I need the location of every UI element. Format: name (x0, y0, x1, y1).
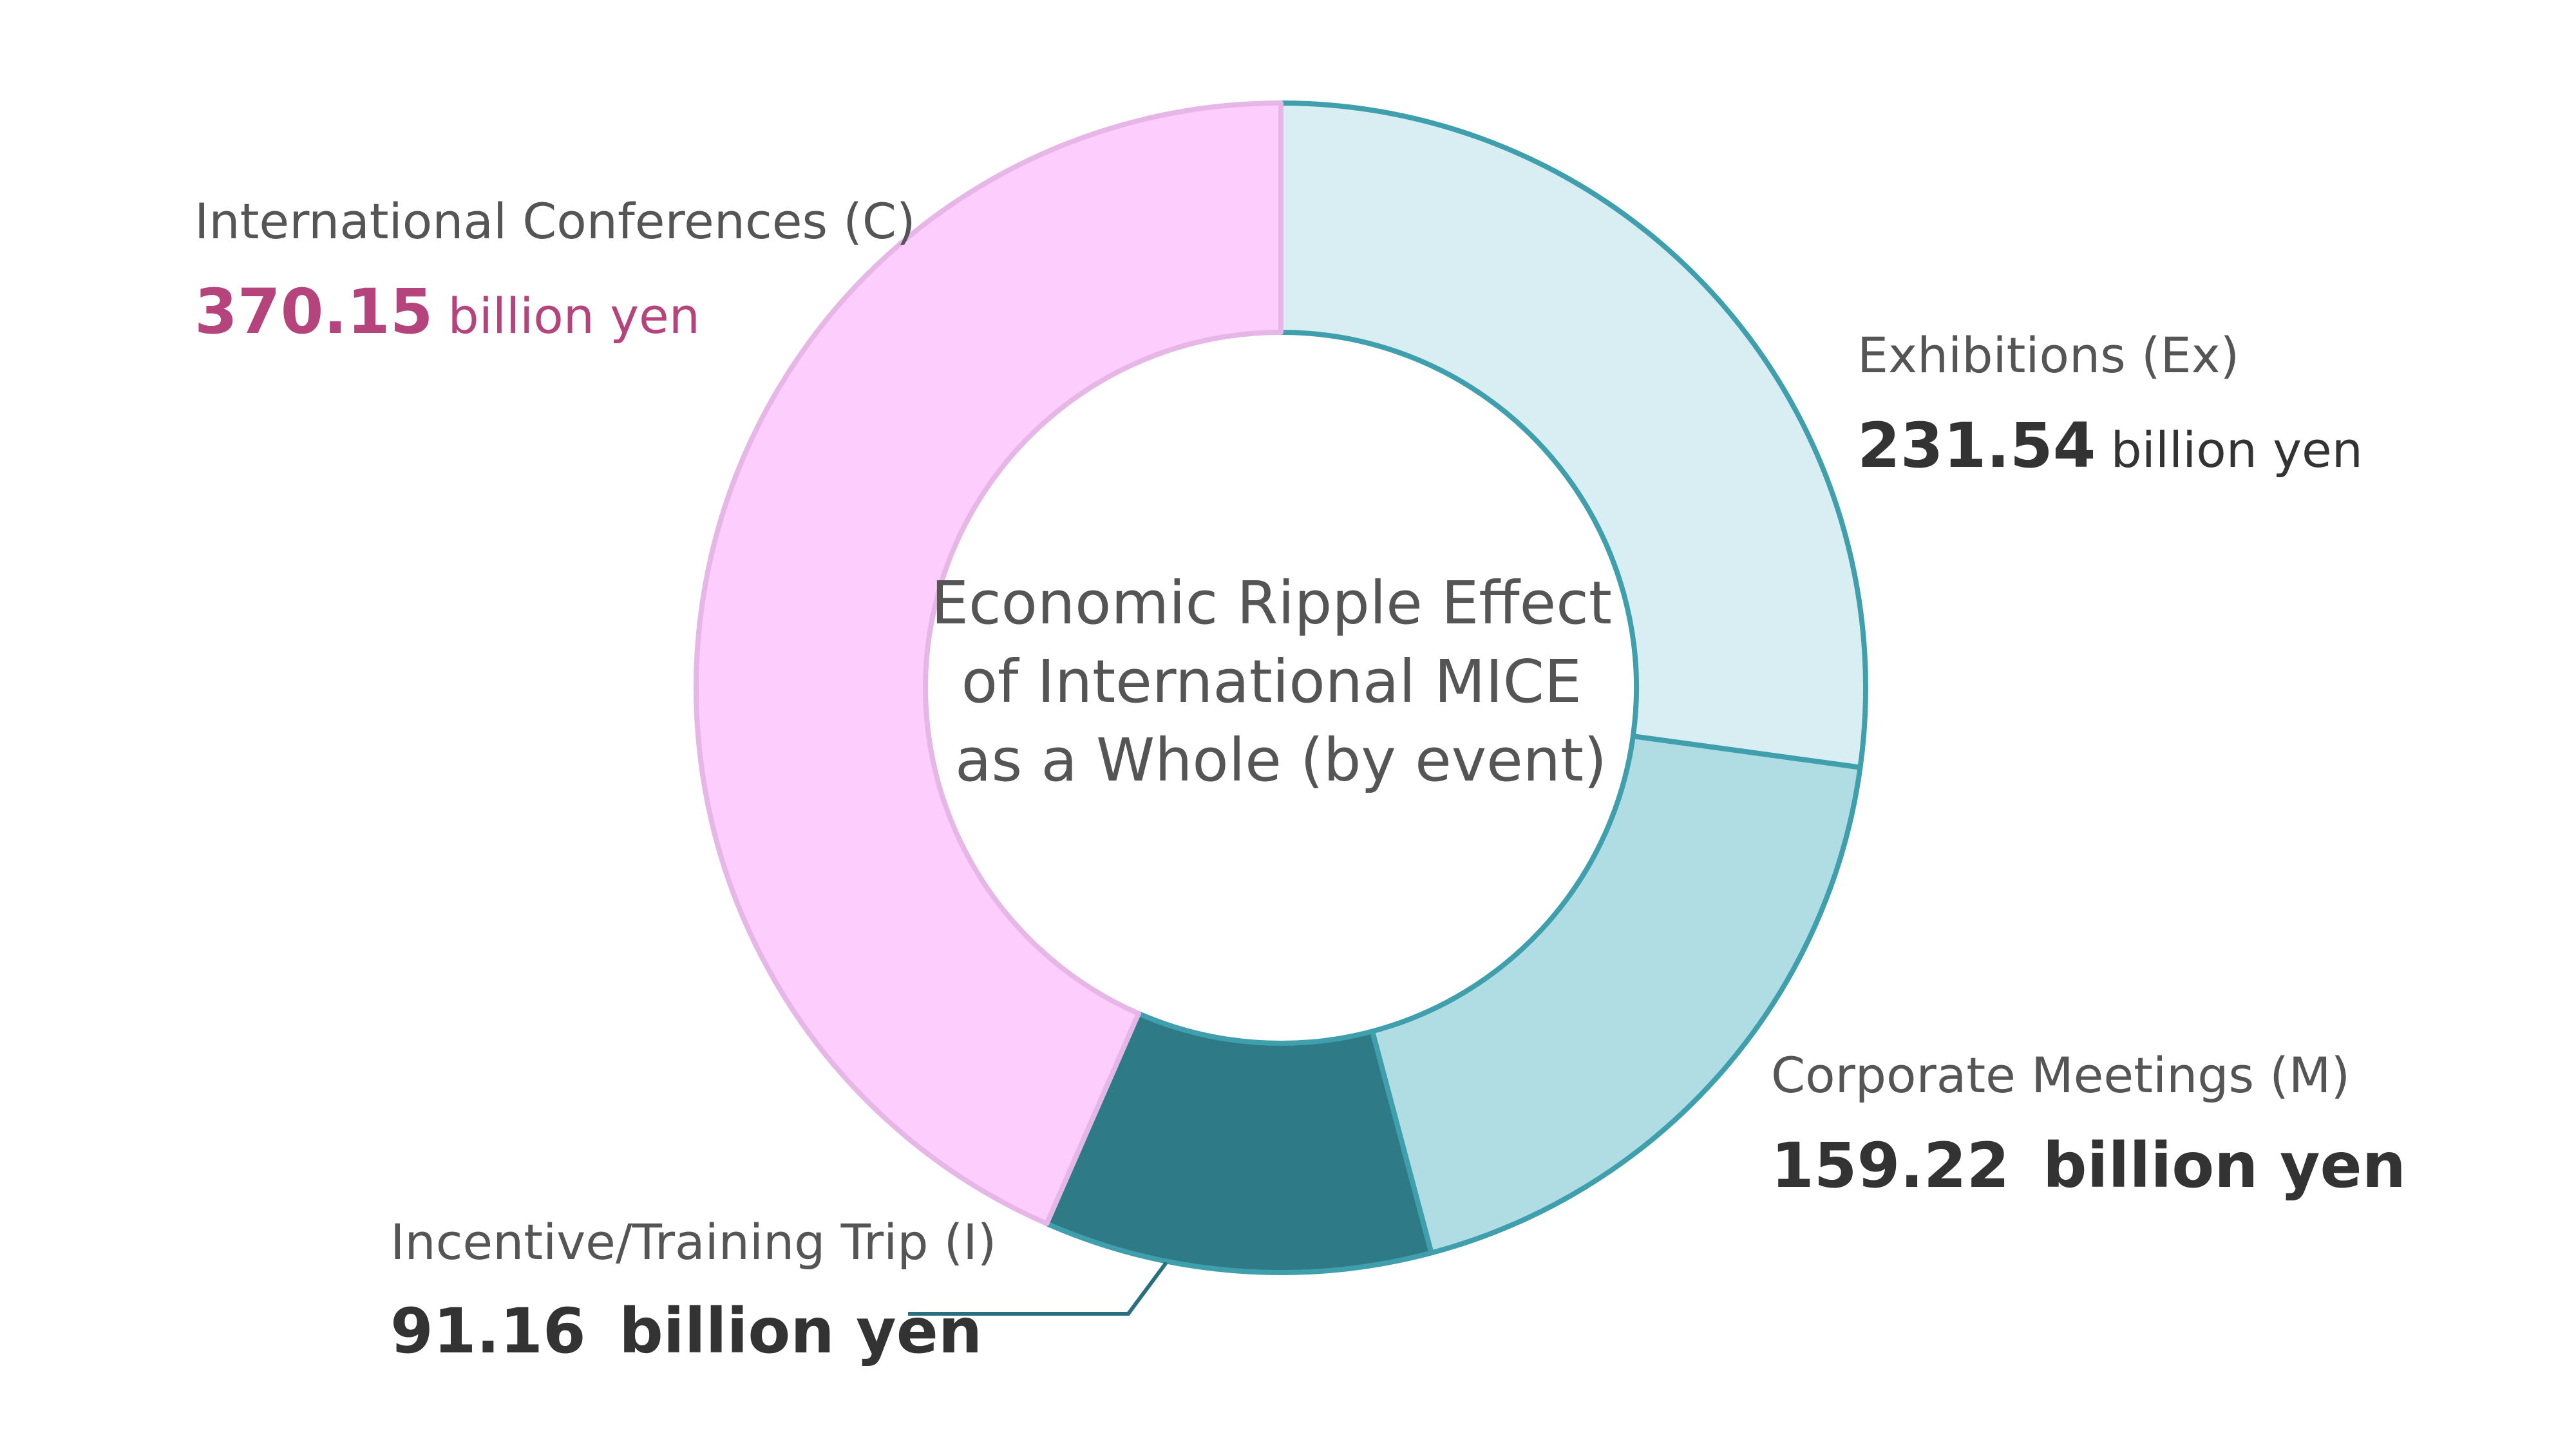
chart-title-line-3: as a Whole (by event) (955, 726, 1607, 795)
slice-label-corporate-meetings: Corporate Meetings (M) (1771, 1046, 2350, 1104)
slice-value-number-incentive: 91.16 (390, 1295, 586, 1367)
donut-slice-2 (1044, 1010, 1434, 1275)
slice-value-unit-exhibitions: billion yen (2111, 421, 2363, 478)
slice-label-international-conferences: International Conferences (C) (194, 193, 916, 250)
chart-title-line-2: of International MICE (961, 647, 1582, 716)
donut-slice-3 (694, 100, 1283, 1226)
leader-line-incentive (908, 1261, 1168, 1316)
slice-value-corporate-meetings: 159.22 billion yen (1771, 1130, 2406, 1202)
slice-value-unit-corporate-meetings: billion yen (2043, 1130, 2406, 1202)
slice-value-incentive: 91.16 billion yen (390, 1295, 982, 1367)
slice-value-unit-incentive: billion yen (619, 1295, 982, 1367)
donut-slice-1 (1369, 734, 1863, 1256)
slice-label-incentive: Incentive/Training Trip (I) (390, 1213, 996, 1271)
slice-value-number-international-conferences: 370.15 (194, 276, 433, 348)
chart-title: Economic Ripple Effect of International … (931, 569, 1631, 795)
slice-value-international-conferences: 370.15 billion yen (194, 276, 700, 348)
leader-lines (908, 1261, 1168, 1316)
chart-title-line-1: Economic Ripple Effect (931, 569, 1612, 638)
slice-labels: Exhibitions (Ex) 231.54 billion yen Corp… (194, 193, 2406, 1367)
donut-slices (694, 100, 1868, 1275)
slice-label-exhibitions: Exhibitions (Ex) (1857, 327, 2239, 384)
slice-value-exhibitions: 231.54 billion yen (1857, 410, 2363, 482)
slice-value-number-corporate-meetings: 159.22 (1771, 1130, 2009, 1202)
slice-value-unit-international-conferences: billion yen (448, 287, 700, 345)
donut-slice-0 (1278, 100, 1868, 770)
slice-value-number-exhibitions: 231.54 (1857, 410, 2096, 482)
